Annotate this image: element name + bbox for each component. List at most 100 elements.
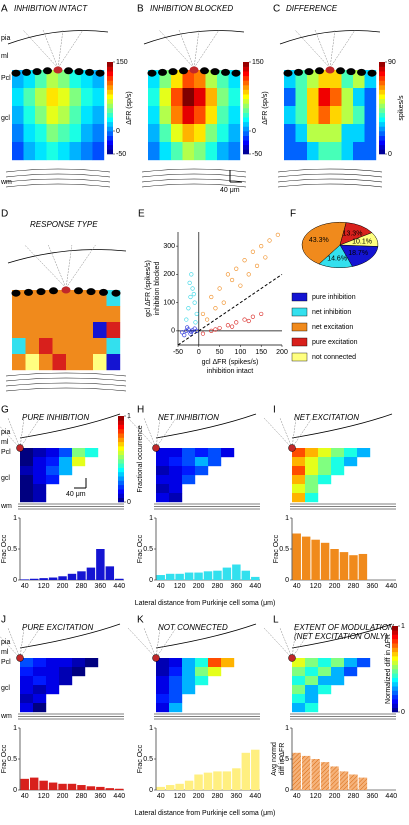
heatmap-cell: [46, 685, 60, 695]
pia-surface: [19, 623, 121, 649]
colorbar-segment: [379, 66, 385, 72]
purkinje-cell: [95, 69, 105, 77]
pie-label: 43.3%: [309, 237, 329, 244]
heatmap-cell: [208, 457, 222, 467]
heatmap-cell: [295, 70, 308, 89]
colorbar-segment: [379, 89, 385, 95]
purkinje-cell: [74, 287, 83, 295]
colorbar-segment: [107, 112, 113, 118]
wm-line: [141, 178, 247, 183]
bar: [358, 553, 368, 580]
heatmap-cell: [169, 457, 183, 467]
colorbar-segment: [118, 424, 124, 430]
response-cell: [39, 306, 53, 323]
wm-line: [277, 178, 383, 183]
pia-surface: [291, 623, 393, 649]
colorbar-segment: [118, 471, 124, 477]
colorbar-segment: [379, 98, 385, 104]
bar: [156, 575, 165, 580]
heatmap-cell: [330, 88, 342, 107]
panel-letter: C: [273, 4, 280, 15]
heatmap-cell: [169, 484, 183, 494]
electrode-line: [263, 417, 293, 449]
x-axis-label: gcl ΔFR (spikes/s): [202, 359, 259, 366]
heatmap-cell: [318, 685, 332, 695]
heatmap-cell: [307, 70, 319, 89]
bar: [349, 774, 358, 790]
bar: [251, 749, 260, 790]
heatmap-cell: [318, 475, 332, 485]
purkinje-cell: [288, 444, 296, 452]
panel-letter: E: [138, 209, 145, 220]
response-cell: [79, 354, 94, 371]
heatmap-cell: [344, 448, 358, 458]
heatmap-cell: [292, 667, 306, 677]
heatmap-cell: [148, 106, 160, 125]
y-tick-label: 1: [13, 725, 17, 732]
scatter-point: [213, 306, 218, 311]
scatter-point: [213, 327, 218, 332]
bar: [105, 788, 115, 790]
panel-title: EXTENT OF MODULATION: [294, 623, 394, 632]
response-cell: [25, 322, 40, 339]
legend-swatch: [291, 292, 308, 302]
heatmap-cell: [292, 457, 306, 467]
heatmap-cell: [159, 106, 172, 125]
heatmap-cell: [295, 88, 308, 107]
scale-bar-label: 40 μm: [66, 491, 86, 498]
bar: [292, 752, 301, 790]
colorbar-segment: [392, 707, 398, 713]
bar: [203, 571, 213, 580]
wm-line: [5, 183, 111, 188]
electrode-line: [155, 627, 177, 659]
bar: [86, 786, 96, 790]
colorbar-segment: [118, 441, 124, 447]
response-cell: [12, 322, 26, 339]
heatmap-cell: [20, 448, 34, 458]
colorbar-segment: [243, 108, 249, 113]
layer-label: wm: [0, 503, 12, 510]
wm-line: [5, 372, 127, 377]
bar: [339, 771, 349, 790]
colorbar-segment: [379, 103, 385, 109]
heatmap-cell: [357, 448, 371, 458]
electrode-line: [22, 29, 59, 69]
heatmap-cell: [295, 142, 308, 161]
heatmap-cell: [23, 88, 36, 107]
heatmap-cell: [318, 142, 331, 161]
colorbar-segment: [118, 454, 124, 460]
x-tick-label: 360: [95, 583, 107, 590]
response-cell: [25, 306, 40, 323]
heatmap-cell: [341, 88, 354, 107]
heatmap-cell: [171, 106, 183, 125]
wm-line: [5, 387, 127, 392]
heatmap-cell: [194, 70, 206, 89]
colorbar-label: Fractional occurrence: [137, 425, 144, 492]
colorbar-segment: [243, 131, 249, 136]
colorbar-segment: [392, 664, 398, 670]
scatter-point: [205, 317, 210, 322]
colorbar-segment: [107, 108, 113, 113]
y-tick-label: 0: [285, 787, 289, 794]
y-tick-label: 0: [13, 577, 17, 584]
panel-title: DIFFERENCE: [286, 4, 338, 13]
y-tick-label: 0.5: [143, 756, 153, 763]
y-tick-label: 0: [171, 328, 175, 335]
response-cell: [106, 338, 121, 355]
heatmap-cell: [23, 70, 36, 89]
heatmap-cell: [85, 658, 99, 668]
heatmap-cell: [182, 685, 196, 695]
scale-bar-label: 40 μm: [220, 187, 240, 194]
colorbar-segment: [107, 117, 113, 123]
layer-label: gcl: [1, 685, 10, 692]
heatmap-cell: [292, 448, 306, 458]
colorbar-segment: [107, 144, 113, 150]
heatmap-cell: [307, 142, 319, 161]
x-tick-label: 280: [348, 583, 360, 590]
scatter-point: [209, 294, 214, 300]
bar: [320, 762, 330, 790]
heatmap-cell: [305, 658, 319, 668]
purkinje-cell: [22, 68, 31, 76]
electrode-line: [57, 29, 84, 69]
colorbar-segment: [379, 149, 385, 155]
